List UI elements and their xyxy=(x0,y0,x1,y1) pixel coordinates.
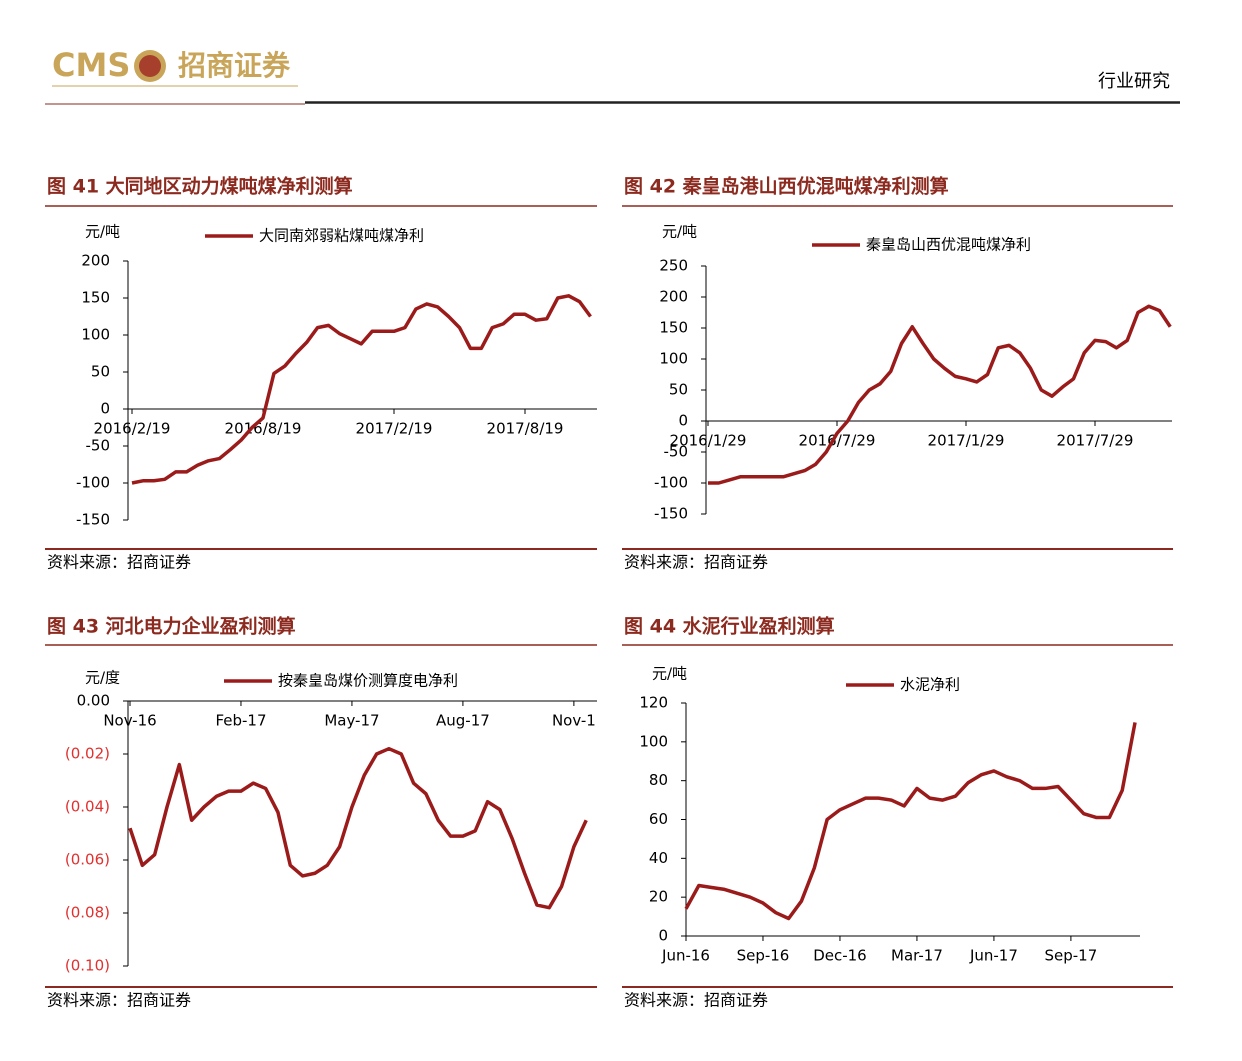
chart-title: 图 42 秦皇岛港山西优混吨煤净利测算 xyxy=(624,175,949,198)
legend-label: 按秦皇岛煤价测算度电净利 xyxy=(278,672,458,690)
legend-label: 水泥净利 xyxy=(900,676,960,694)
x-tick-label: Sep-17 xyxy=(1045,947,1098,965)
source-note: 资料来源：招商证券 xyxy=(47,553,191,572)
source-note: 资料来源：招商证券 xyxy=(47,991,191,1010)
y-tick-label: (0.10) xyxy=(65,957,110,975)
y-tick-label: -150 xyxy=(654,505,688,523)
x-tick-label: Nov-16 xyxy=(103,712,156,730)
y-axis-label: 元/吨 xyxy=(652,665,687,683)
x-tick-label: 2017/7/29 xyxy=(1057,432,1134,450)
y-tick-label: 50 xyxy=(91,363,110,381)
source-note: 资料来源：招商证券 xyxy=(624,553,768,572)
y-tick-label: 40 xyxy=(649,849,668,867)
x-tick-label: 2017/2/19 xyxy=(356,420,433,438)
y-axis-label: 元/度 xyxy=(85,669,120,687)
data-line xyxy=(128,746,588,910)
legend-label: 大同南郊弱粘煤吨煤净利 xyxy=(259,227,424,245)
x-tick-label: Aug-17 xyxy=(436,712,490,730)
y-tick-label: 100 xyxy=(81,326,110,344)
x-tick-label: Sep-16 xyxy=(737,947,790,965)
company-name: 招商证券 xyxy=(178,49,291,82)
y-tick-label: 0 xyxy=(658,927,668,945)
source-note: 资料来源：招商证券 xyxy=(624,991,768,1010)
x-tick-label: Jun-17 xyxy=(969,947,1018,965)
x-tick-label: Feb-17 xyxy=(215,712,266,730)
x-tick-label: Dec-16 xyxy=(813,947,867,965)
x-tick-label: 2016/2/19 xyxy=(94,420,171,438)
data-line xyxy=(131,294,592,485)
y-tick-label: 100 xyxy=(639,732,668,750)
x-tick-label: 2016/7/29 xyxy=(799,432,876,450)
y-axis-label: 元/吨 xyxy=(85,223,120,241)
x-tick-label: 2016/8/19 xyxy=(225,420,302,438)
y-tick-label: 50 xyxy=(669,381,688,399)
chart-title: 图 41 大同地区动力煤吨煤净利测算 xyxy=(47,175,353,198)
data-line xyxy=(708,304,1172,485)
logo: CMS xyxy=(52,46,130,84)
x-tick-label: 2017/1/29 xyxy=(928,432,1005,450)
y-tick-label: 250 xyxy=(659,257,688,275)
y-tick-label: -100 xyxy=(654,474,688,492)
x-tick-label: 2016/1/29 xyxy=(670,432,747,450)
y-tick-label: 100 xyxy=(659,350,688,368)
y-tick-label: 0.00 xyxy=(77,692,110,710)
y-tick-label: 0 xyxy=(678,412,688,430)
y-tick-label: 80 xyxy=(649,771,668,789)
section-name: 行业研究 xyxy=(1098,71,1170,92)
x-tick-label: Nov-1 xyxy=(552,712,596,730)
y-tick-label: 200 xyxy=(81,252,110,270)
x-tick-label: 2017/8/19 xyxy=(487,420,564,438)
y-tick-label: (0.08) xyxy=(65,904,110,922)
y-tick-label: 150 xyxy=(659,319,688,337)
x-tick-label: Jun-16 xyxy=(661,947,710,965)
logo-icon-inner xyxy=(139,55,161,77)
y-tick-label: 150 xyxy=(81,289,110,307)
y-tick-label: -50 xyxy=(86,437,111,455)
x-tick-label: May-17 xyxy=(324,712,379,730)
y-tick-label: -100 xyxy=(76,474,110,492)
y-tick-label: -50 xyxy=(664,443,689,461)
y-tick-label: -150 xyxy=(76,511,110,529)
y-tick-label: (0.06) xyxy=(65,851,110,869)
data-line xyxy=(684,722,1137,921)
y-axis-label: 元/吨 xyxy=(662,223,697,241)
y-tick-label: 60 xyxy=(649,810,668,828)
chart-title: 图 44 水泥行业盈利测算 xyxy=(624,615,835,638)
y-tick-label: (0.02) xyxy=(65,745,110,763)
x-tick-label: Mar-17 xyxy=(891,947,943,965)
y-tick-label: 200 xyxy=(659,288,688,306)
y-tick-label: 120 xyxy=(639,694,668,712)
chart-title: 图 43 河北电力企业盈利测算 xyxy=(47,615,296,638)
legend-label: 秦皇岛山西优混吨煤净利 xyxy=(866,236,1031,254)
y-tick-label: (0.04) xyxy=(65,798,110,816)
y-tick-label: 20 xyxy=(649,888,668,906)
y-tick-label: 0 xyxy=(100,400,110,418)
